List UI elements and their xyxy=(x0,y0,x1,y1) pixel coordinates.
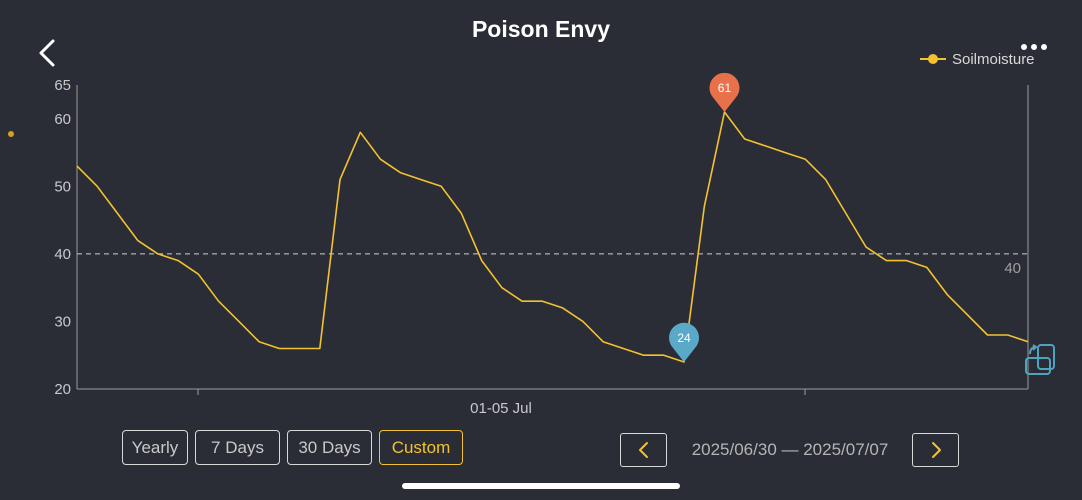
more-button[interactable] xyxy=(1020,40,1048,54)
chevron-left-icon xyxy=(638,442,648,458)
y-tick-label: 40 xyxy=(54,246,71,263)
y-tick-label: 60 xyxy=(54,111,71,128)
min-marker-label: 24 xyxy=(677,331,691,345)
back-button[interactable] xyxy=(36,38,60,68)
next-period-button[interactable] xyxy=(912,433,959,467)
legend-swatch xyxy=(920,54,946,64)
date-range-label: 2025/06/30 — 2025/07/07 xyxy=(691,440,889,459)
chevron-right-icon xyxy=(931,442,941,458)
x-tick-label: 01-05 Jul xyxy=(470,400,532,417)
indicator-dot xyxy=(8,131,14,137)
rotate-button[interactable] xyxy=(1022,342,1058,378)
rotate-screen-icon xyxy=(1025,344,1055,375)
range-selector: Yearly 7 Days 30 Days Custom xyxy=(122,430,463,465)
series-line-soilmoisture xyxy=(76,111,1029,363)
page-title: Poison Envy xyxy=(471,16,611,42)
chevron-left-icon xyxy=(39,39,55,67)
soil-moisture-chart: 20 30 40 50 60 65 01-05 Jul 40 61 24 xyxy=(54,72,1029,417)
range-7days-button[interactable]: 7 Days xyxy=(195,430,280,465)
y-tick-label: 30 xyxy=(54,313,71,330)
max-marker-label: 61 xyxy=(718,81,732,95)
threshold-label: 40 xyxy=(1004,260,1021,277)
range-30days-button[interactable]: 30 Days xyxy=(287,430,372,465)
legend-label: Soilmoisture xyxy=(952,50,1035,68)
max-marker xyxy=(709,72,740,113)
range-custom-button[interactable]: Custom xyxy=(379,430,463,465)
y-tick-label: 20 xyxy=(54,381,71,398)
min-marker xyxy=(669,322,700,362)
y-tick-label: 65 xyxy=(54,77,71,94)
y-tick-label: 50 xyxy=(54,178,71,195)
range-yearly-button[interactable]: Yearly xyxy=(122,430,188,465)
prev-period-button[interactable] xyxy=(620,433,667,467)
chart-legend[interactable]: Soilmoisture xyxy=(920,49,1035,69)
more-dots-icon xyxy=(1021,44,1047,50)
home-indicator xyxy=(402,483,680,489)
